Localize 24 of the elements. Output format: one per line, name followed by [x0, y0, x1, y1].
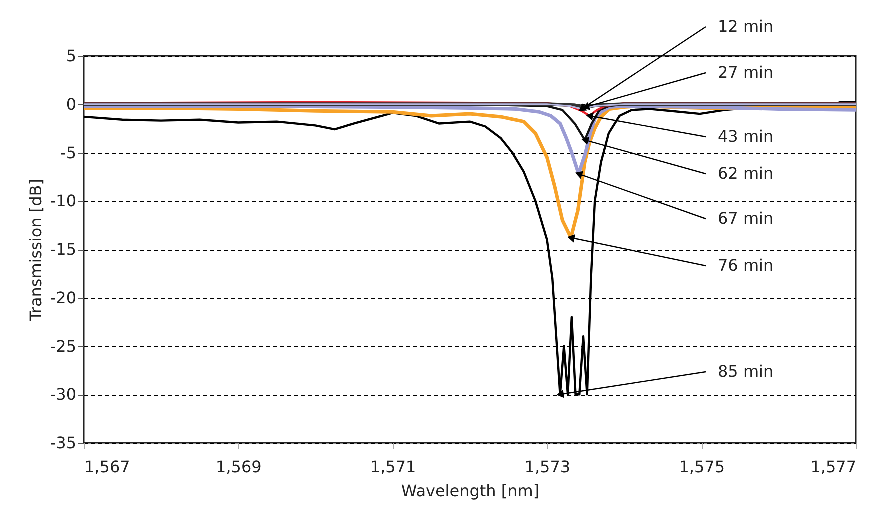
series-label: 27 min: [718, 63, 774, 82]
text: 76 min: [718, 256, 774, 275]
y-axis-title: Transmission [dB]: [26, 178, 46, 322]
x-tick-label: 1,573: [524, 458, 571, 476]
y-tick-label: -25: [50, 336, 76, 356]
y-tick-label: -15: [50, 240, 76, 259]
series-label: 43 min: [718, 127, 774, 146]
y-tick-label: -35: [50, 434, 76, 452]
y-tick-label: 0: [66, 94, 76, 114]
y-tick-label: -20: [50, 288, 76, 308]
x-tick-label: 1,569: [216, 458, 262, 476]
x-tick-label: 1,577: [810, 458, 856, 476]
text: 85 min: [718, 362, 774, 381]
y-tick-label: 5: [66, 46, 76, 66]
y-tick-label: -30: [50, 385, 76, 404]
y-tick-label: -5: [60, 143, 76, 162]
text: 62 min: [718, 164, 774, 183]
text: 67 min: [718, 209, 774, 228]
y-tick-label: -10: [50, 192, 76, 211]
text: 12 min: [718, 17, 774, 36]
x-tick-label: 1,567: [84, 458, 130, 476]
x-tick-label: 1,571: [370, 458, 416, 476]
x-tick-label: 1,575: [679, 458, 726, 476]
x-axis-title: Wavelength [nm]: [401, 482, 540, 500]
